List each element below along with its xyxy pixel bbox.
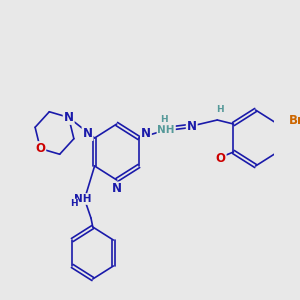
Text: N: N — [64, 111, 74, 124]
Text: H: H — [216, 104, 224, 113]
Text: H: H — [70, 200, 77, 208]
Text: NH: NH — [74, 194, 92, 204]
Text: N: N — [82, 127, 92, 140]
Text: N: N — [112, 182, 122, 196]
Text: N: N — [141, 127, 151, 140]
Text: N: N — [187, 119, 197, 133]
Text: O: O — [35, 142, 45, 155]
Text: H: H — [160, 116, 168, 124]
Text: NH: NH — [158, 125, 175, 135]
Text: O: O — [216, 152, 226, 164]
Text: Br: Br — [289, 113, 300, 127]
